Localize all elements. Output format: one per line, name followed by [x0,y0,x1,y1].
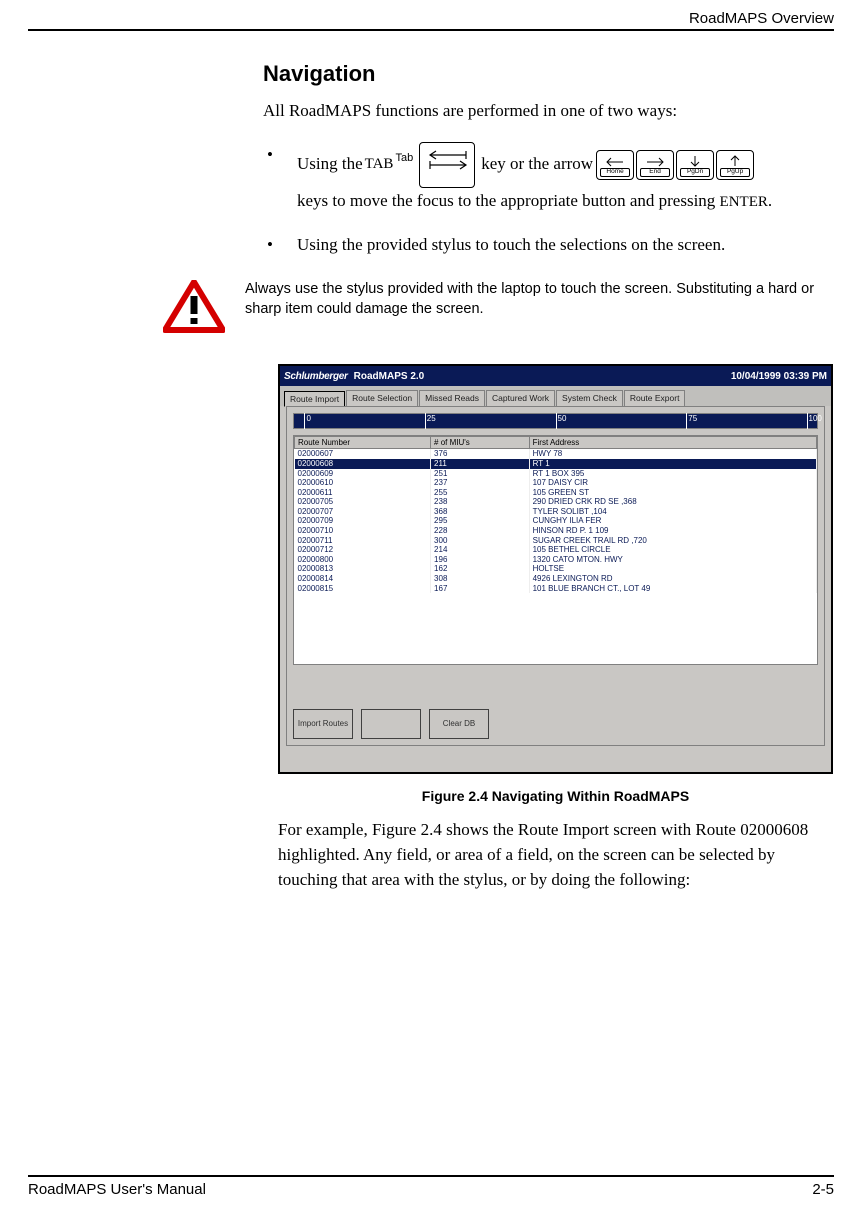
table-row[interactable]: 020008143084926 LEXINGTON RD [295,574,817,584]
table-row[interactable]: 02000711300SUGAR CREEK TRAIL RD ,720 [295,536,817,546]
table-row[interactable]: 02000608211RT 1 [295,459,817,469]
bullet-2: Using the provided stylus to touch the s… [263,232,834,258]
tab-system-check[interactable]: System Check [556,390,623,406]
table-row[interactable]: 02000705238290 DRIED CRK RD SE ,368 [295,497,817,507]
figure-wrap: Schlumberger RoadMAPS 2.0 10/04/1999 03:… [278,364,834,892]
warning-text: Always use the stylus provided with the … [245,280,834,319]
warning-callout: Always use the stylus provided with the … [163,280,834,334]
title-bar: Schlumberger RoadMAPS 2.0 10/04/1999 03:… [280,366,831,386]
main-content: Navigation All RoadMAPS functions are pe… [263,61,834,258]
table-row[interactable]: 02000815167101 BLUE BRANCH CT., LOT 49 [295,584,817,594]
tab-route-selection[interactable]: Route Selection [346,390,418,406]
app-screenshot: Schlumberger RoadMAPS 2.0 10/04/1999 03:… [278,364,833,774]
table-row[interactable]: 02000610237107 DAISY CIR [295,478,817,488]
app-label: RoadMAPS 2.0 [354,371,425,382]
panel: 0255075100 Route Number# of MIU'sFirst A… [286,406,825,746]
figure-caption: Figure 2.4 Navigating Within RoadMAPS [278,788,833,804]
brand-label: Schlumberger [284,371,348,382]
intro-text: All RoadMAPS functions are performed in … [263,99,834,124]
tab-captured-work[interactable]: Captured Work [486,390,555,406]
table-row[interactable]: 02000712214105 BETHEL CIRCLE [295,545,817,555]
bullet1-prefix: Using the [297,151,363,177]
tab-superscript: Tab [395,150,413,167]
example-paragraph: For example, Figure 2.4 shows the Route … [278,818,834,892]
table-row[interactable]: 02000607376HWY 78 [295,449,817,459]
footer-left: RoadMAPS User's Manual [28,1181,206,1198]
tab-word: TAB [365,153,394,176]
table-row[interactable]: 02000609251RT 1 BOX 395 [295,469,817,479]
tab-missed-reads[interactable]: Missed Reads [419,390,485,406]
enter-word: ENTER [720,194,768,210]
bullet-1: Using the TAB Tab key or the arrow HomeE… [263,142,834,214]
table-row[interactable]: 02000813162HOLTSE [295,564,817,574]
arrow-key-home: Home [596,150,634,180]
arrow-keys-group: HomeEndPgDnPgUp [595,150,755,180]
page-footer: RoadMAPS User's Manual 2-5 [28,1175,834,1198]
tab-route-import[interactable]: Route Import [284,391,345,407]
tab-key-icon [419,142,475,188]
bullet1-line2: keys to move the focus to the appropriat… [297,191,720,210]
chapter-title: RoadMAPS Overview [28,10,834,27]
button-row: Import Routes Clear DB [293,709,489,739]
progress-bar: 0255075100 [293,413,818,429]
table-row[interactable]: 020008001961320 CATO MTON. HWY [295,555,817,565]
clear-db-button[interactable]: Clear DB [429,709,489,739]
table-row[interactable]: 02000709295CUNGHY ILIA FER [295,516,817,526]
import-routes-button[interactable]: Import Routes [293,709,353,739]
page-header: RoadMAPS Overview [28,10,834,31]
timestamp: 10/04/1999 03:39 PM [731,371,827,382]
data-grid: Route Number# of MIU'sFirst Address02000… [293,435,818,665]
arrow-key-pgdn: PgDn [676,150,714,180]
arrow-key-end: End [636,150,674,180]
tab-bar: Route ImportRoute SelectionMissed ReadsC… [280,386,831,406]
bullet1-period: . [768,191,772,210]
warning-icon [163,280,225,334]
arrow-key-pgup: PgUp [716,150,754,180]
table-row[interactable]: 02000710228HINSON RD P. 1 109 [295,526,817,536]
footer-right: 2-5 [812,1181,834,1198]
tab-route-export[interactable]: Route Export [624,390,686,406]
column-header[interactable]: First Address [529,437,816,449]
column-header[interactable]: Route Number [295,437,431,449]
column-header[interactable]: # of MIU's [431,437,530,449]
section-title: Navigation [263,61,834,87]
bullet-list: Using the TAB Tab key or the arrow HomeE… [263,142,834,259]
table-row[interactable]: 02000611255105 GREEN ST [295,488,817,498]
bullet1-mid: key or the arrow [481,151,593,177]
disabled-button [361,709,421,739]
table-row[interactable]: 02000707368TYLER SOLIBT ,104 [295,507,817,517]
